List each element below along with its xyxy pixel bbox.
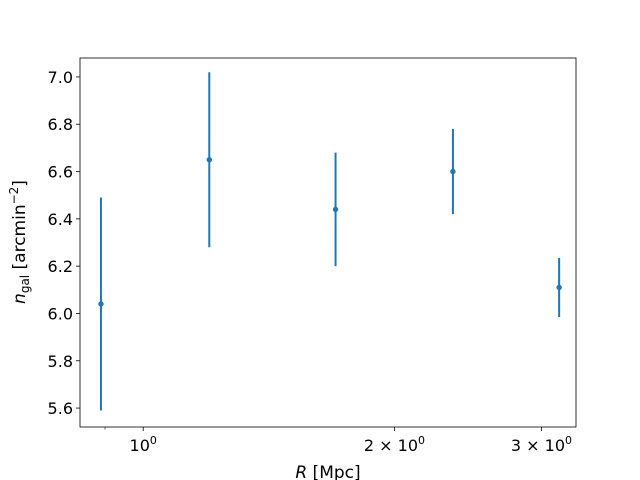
- data-point-3: [332, 152, 339, 267]
- data-point-4: [450, 128, 456, 215]
- data-point-5: [556, 257, 562, 318]
- data-point-1: [98, 197, 104, 411]
- plot-marks: [98, 72, 562, 411]
- y-axis-label-close: ]: [10, 180, 30, 187]
- x-axis-label-symbol: R: [295, 463, 307, 480]
- x-tick-label: 100: [130, 434, 157, 455]
- y-tick-label: 6.4: [48, 210, 73, 229]
- point-marker: [556, 284, 562, 291]
- x-tick-label: 3 × 100: [511, 434, 572, 455]
- plot-frame: [79, 57, 577, 428]
- y-tick-label: 7.0: [48, 68, 73, 87]
- y-axis-label-symbol: n: [10, 293, 30, 304]
- y-axis: 5.6 5.8 6.0 6.2 6.4 6.6 6.8 7.0: [48, 68, 80, 418]
- y-tick-label: 6.2: [48, 257, 73, 276]
- y-tick-label: 6.8: [48, 115, 73, 134]
- y-axis-label-superscript: −2: [7, 187, 21, 205]
- y-tick-label: 6.0: [48, 304, 73, 323]
- point-marker: [206, 157, 212, 163]
- x-axis-label-unit: [Mpc]: [307, 463, 360, 480]
- x-tick-label: 2 × 100: [364, 434, 425, 455]
- x-axis: 100 2 × 100 3 × 100: [104, 427, 572, 455]
- y-axis-label-subscript: gal: [18, 275, 32, 293]
- y-tick-label: 5.8: [48, 352, 73, 371]
- y-tick-label: 6.6: [48, 163, 73, 182]
- y-axis-label-unit: [arcmin: [10, 204, 30, 274]
- point-marker: [332, 206, 339, 213]
- point-marker: [450, 168, 456, 175]
- y-tick-label: 5.6: [48, 399, 73, 418]
- y-axis-label: ngal [arcmin−2]: [7, 180, 32, 304]
- point-marker: [98, 301, 104, 307]
- data-point-2: [206, 72, 212, 248]
- x-axis-label: R [Mpc]: [295, 463, 360, 480]
